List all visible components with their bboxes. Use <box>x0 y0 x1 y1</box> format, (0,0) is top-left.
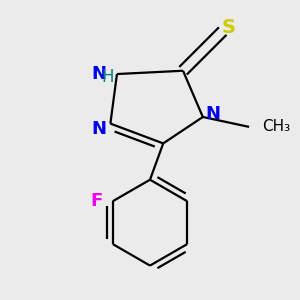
Text: N: N <box>91 65 106 83</box>
Text: S: S <box>222 18 236 37</box>
Text: F: F <box>91 192 103 210</box>
Text: CH₃: CH₃ <box>262 119 290 134</box>
Text: N: N <box>91 119 106 137</box>
Text: N: N <box>205 105 220 123</box>
Text: H: H <box>102 68 114 86</box>
